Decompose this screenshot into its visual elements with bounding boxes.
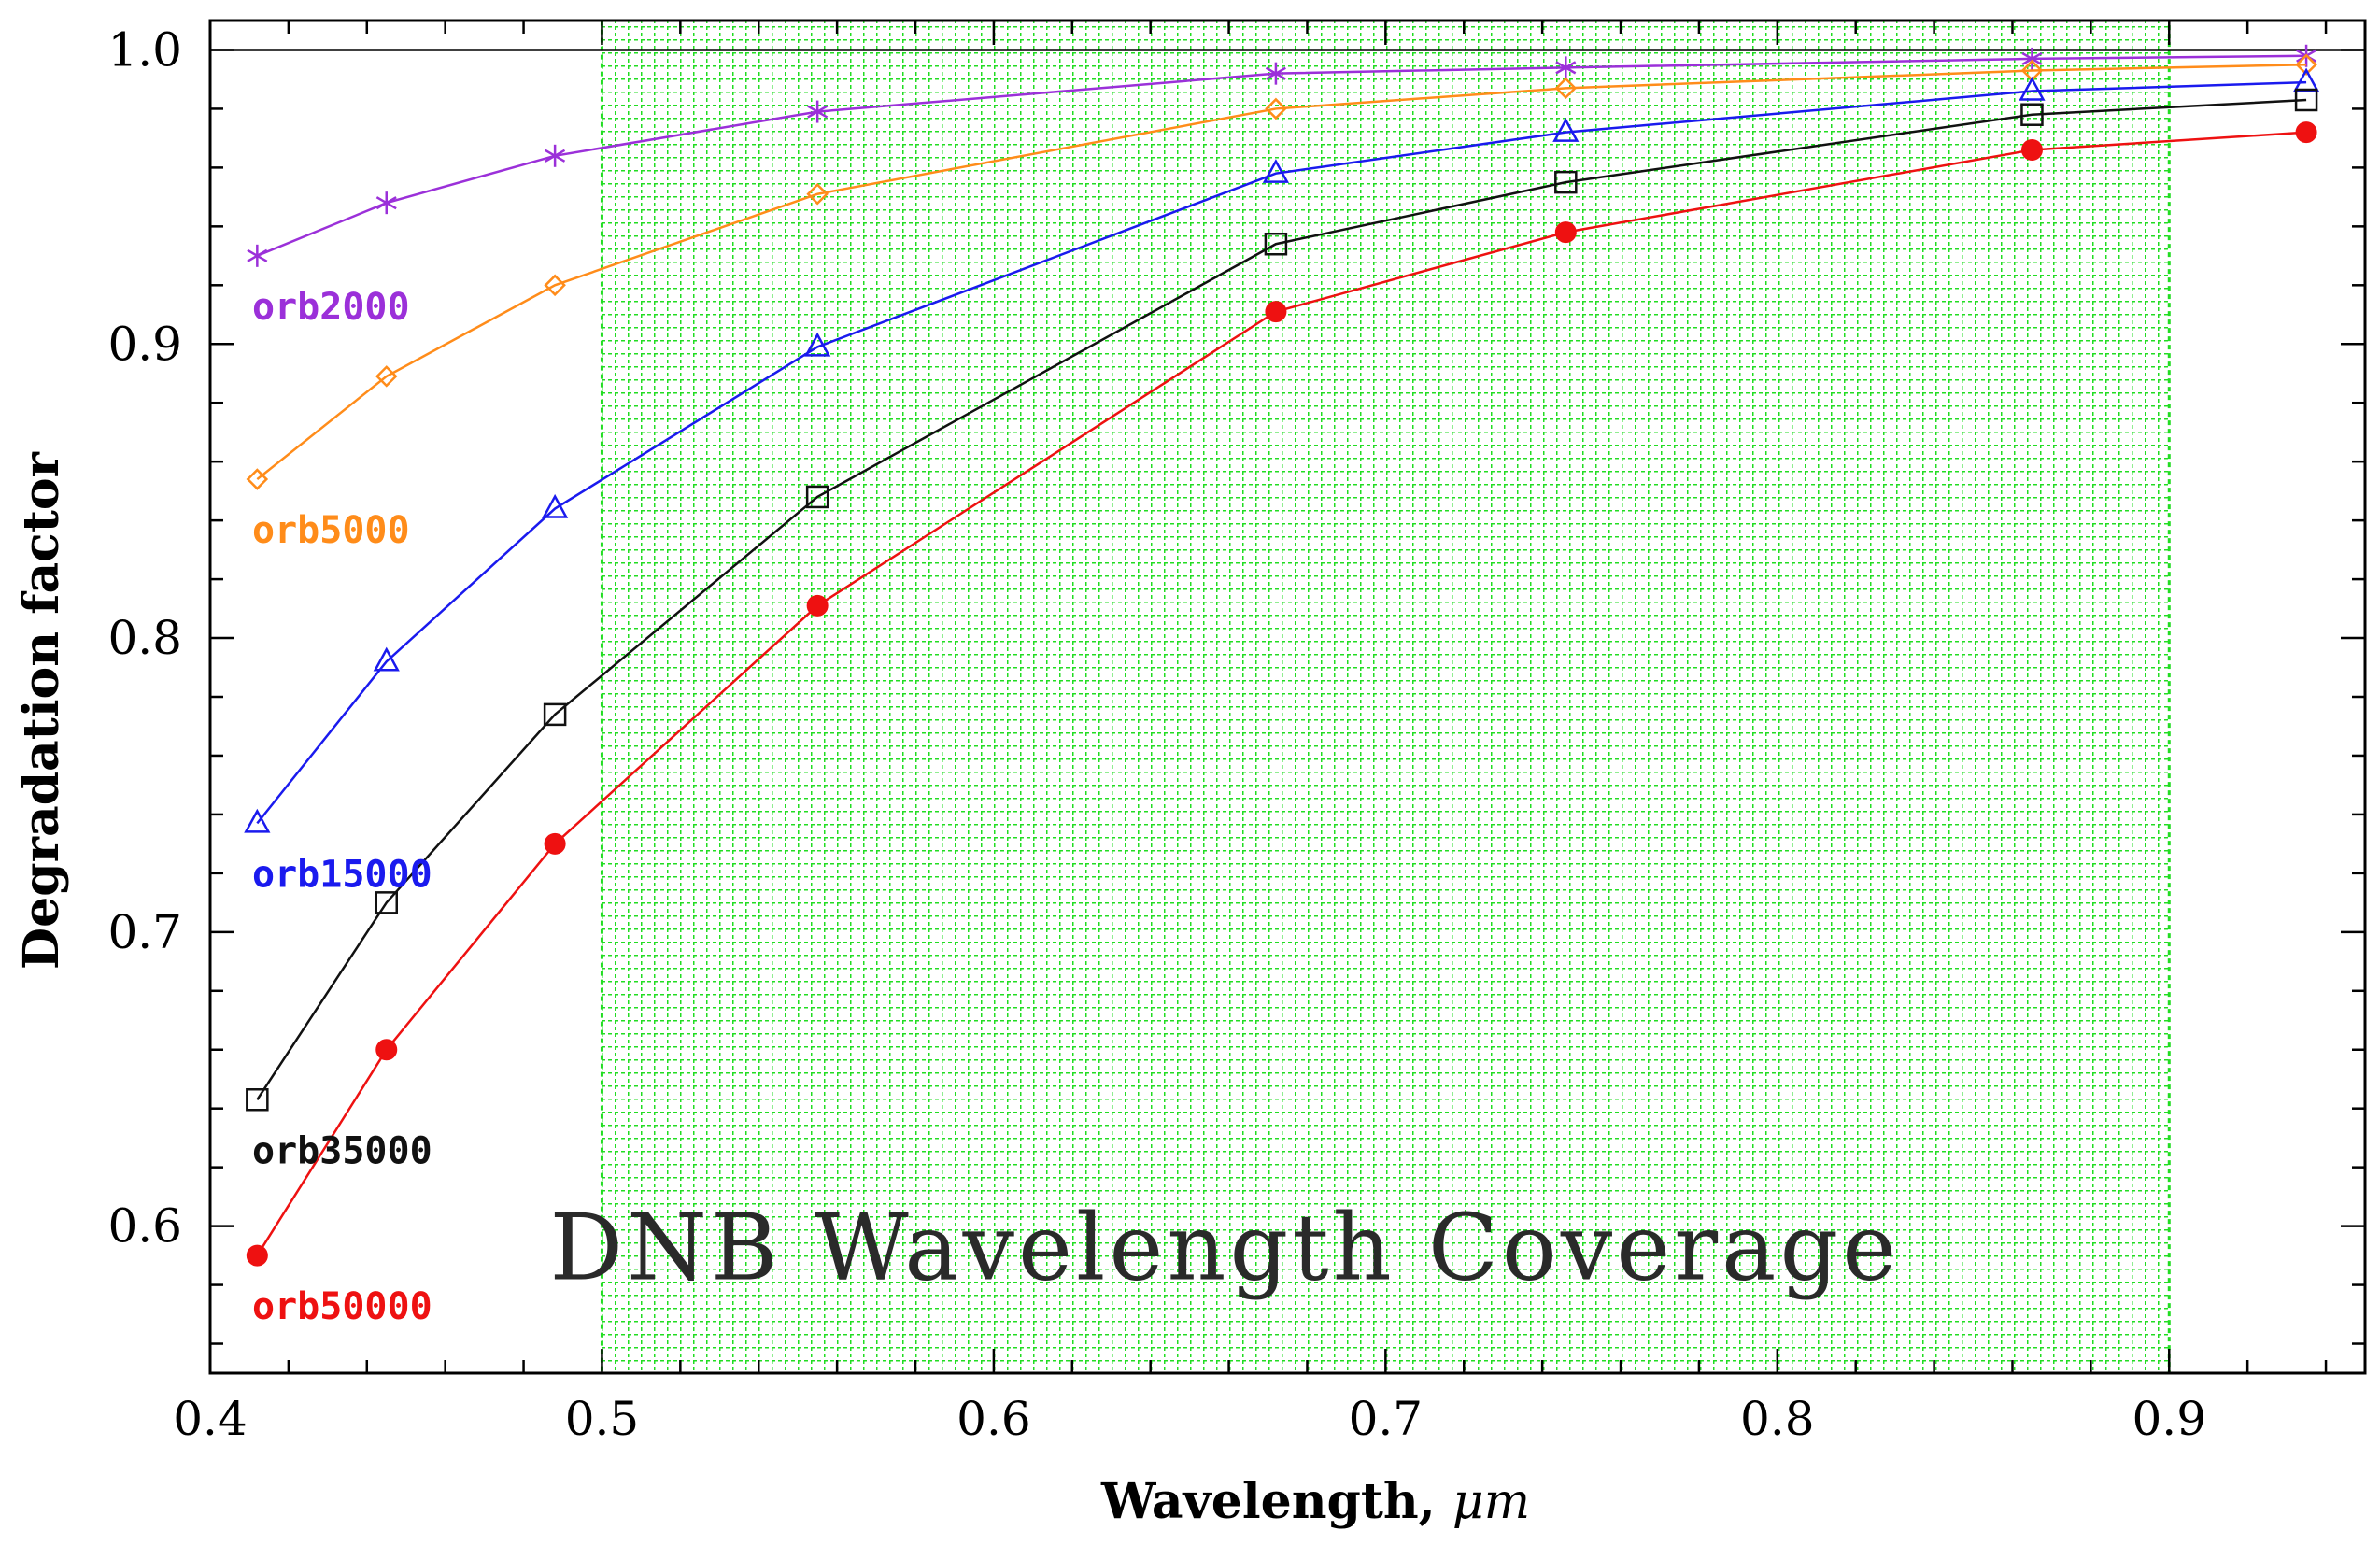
data-point-orb35000: [2294, 88, 2318, 112]
data-point-orb2000: [545, 144, 566, 167]
data-point-orb50000: [246, 1244, 268, 1267]
series-label-orb2000: orb2000: [252, 286, 410, 329]
series-line-orb35000: [256, 98, 2307, 1100]
data-point-orb5000: [246, 468, 269, 490]
data-point-orb2000: [2021, 47, 2043, 70]
data-point-orb35000: [1264, 232, 1288, 256]
x-axis-title: Wavelength, μm: [1100, 1473, 1530, 1530]
series-label-orb35000: orb35000: [252, 1129, 432, 1172]
x-tick-label: 0.4: [173, 1392, 248, 1446]
data-point-orb15000: [2019, 76, 2046, 101]
data-point-orb5000: [806, 182, 829, 206]
y-axis-title: Degradation factor: [13, 451, 70, 969]
data-point-orb2000: [247, 244, 268, 267]
y-tick-label: 0.8: [107, 611, 182, 665]
data-point-orb50000: [1265, 301, 1287, 323]
data-point-orb35000: [1554, 170, 1578, 194]
y-tick-label: 0.9: [107, 317, 182, 371]
data-point-orb2000: [1265, 62, 1286, 85]
data-point-orb35000: [805, 485, 829, 509]
y-tick-label: 0.6: [107, 1199, 182, 1254]
y-tick-label: 1.0: [107, 22, 182, 77]
data-point-orb15000: [542, 493, 569, 518]
data-point-orb2000: [375, 191, 397, 215]
data-point-orb50000: [2020, 139, 2043, 162]
data-point-orb35000: [246, 1088, 269, 1112]
x-tick-label: 0.9: [2132, 1392, 2207, 1446]
series-label-orb5000: orb5000: [252, 509, 410, 552]
dnb-coverage-label: DNB Wavelength Coverage: [550, 1195, 1901, 1301]
data-point-orb5000: [2295, 53, 2317, 76]
data-point-orb35000: [543, 702, 567, 727]
data-point-orb15000: [1552, 118, 1580, 142]
data-point-orb15000: [804, 332, 831, 357]
data-point-orb50000: [1554, 221, 1577, 244]
data-point-orb15000: [1262, 159, 1290, 183]
x-tick-label: 0.6: [956, 1392, 1031, 1446]
series-line-orb15000: [256, 80, 2307, 825]
data-point-orb50000: [544, 832, 566, 855]
data-point-orb5000: [1554, 77, 1578, 100]
data-point-orb50000: [806, 594, 829, 617]
series-label-orb15000: orb15000: [252, 853, 432, 896]
x-tick-label: 0.5: [565, 1392, 640, 1446]
data-point-orb5000: [1265, 97, 1287, 120]
series-line-orb50000: [256, 131, 2307, 1256]
series-label-orb50000: orb50000: [252, 1285, 432, 1328]
data-point-orb5000: [544, 274, 566, 297]
y-tick-label: 0.7: [107, 905, 182, 959]
data-point-orb50000: [375, 1039, 398, 1061]
data-point-orb50000: [2295, 121, 2317, 144]
series-line-orb2000: [256, 54, 2307, 257]
data-point-orb15000: [244, 808, 271, 833]
x-tick-label: 0.8: [1740, 1392, 1815, 1446]
data-point-orb35000: [375, 891, 399, 914]
x-tick-label: 0.7: [1349, 1392, 1424, 1446]
series-line-orb5000: [256, 63, 2307, 481]
data-point-orb15000: [373, 646, 400, 672]
data-point-orb2000: [807, 100, 829, 123]
data-point-orb2000: [1555, 56, 1577, 79]
data-point-orb5000: [375, 365, 398, 388]
data-point-orb35000: [2020, 103, 2044, 126]
dnb-coverage-region: [602, 21, 2170, 1373]
